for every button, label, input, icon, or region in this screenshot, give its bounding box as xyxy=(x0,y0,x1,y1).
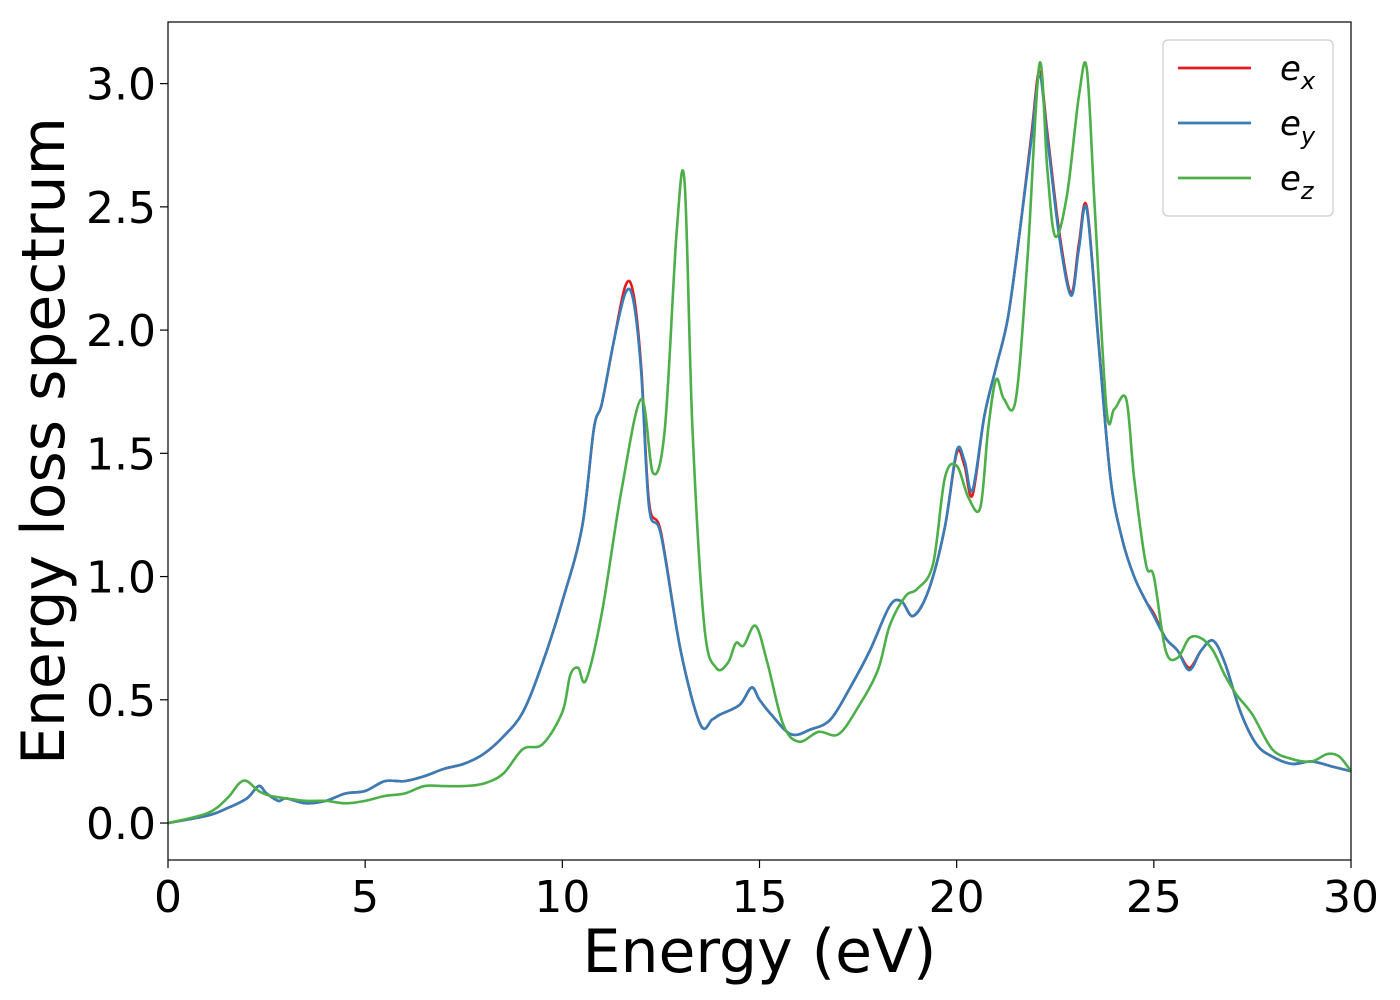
series-line-z xyxy=(167,61,1353,825)
legend: ex ey ez xyxy=(1162,39,1334,217)
y-tick-label: 0.0 xyxy=(86,799,156,850)
y-axis-label: Energy loss spectrum xyxy=(9,117,79,765)
legend-label-z: ez xyxy=(1280,159,1315,205)
y-tick-label: 1.5 xyxy=(86,429,156,480)
legend-label-x: ex xyxy=(1280,49,1316,95)
x-tick-label: 25 xyxy=(1126,872,1182,923)
y-tick-label: 0.5 xyxy=(86,676,156,727)
x-tick-label: 10 xyxy=(534,872,590,923)
x-axis-label: Energy (eV) xyxy=(583,917,937,987)
x-tick-label: 15 xyxy=(732,872,788,923)
x-tick-label: 20 xyxy=(929,872,985,923)
x-tick-label: 0 xyxy=(154,872,182,923)
x-tick-label: 5 xyxy=(351,872,379,923)
series-line-y xyxy=(167,74,1352,825)
y-tick-label: 1.0 xyxy=(86,553,156,604)
y-tick-label: 2.0 xyxy=(86,306,156,357)
plot-frame xyxy=(167,21,1352,861)
legend-label-y: ey xyxy=(1280,104,1316,150)
y-tick-label: 3.0 xyxy=(86,60,156,111)
legend-box xyxy=(1162,39,1334,217)
x-tick-label: 30 xyxy=(1323,872,1379,923)
y-tick-label: 2.5 xyxy=(86,183,156,234)
axes: 0 5 10 15 20 25 30 0.0 0.5 1.0 1.5 2.0 2.5 3.0 xyxy=(86,60,1379,923)
series-lines xyxy=(167,61,1353,825)
